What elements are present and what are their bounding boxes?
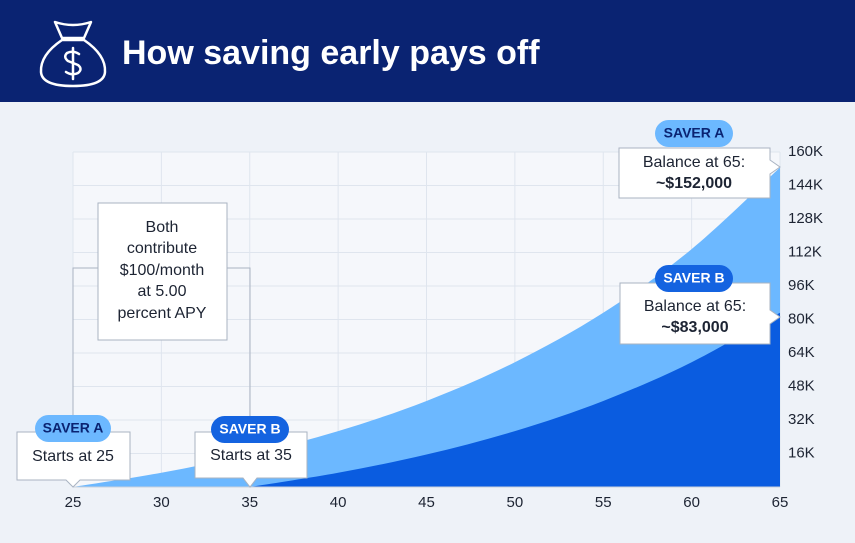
- x-tick-label: 30: [153, 494, 170, 511]
- note-line: $100/month: [120, 262, 205, 279]
- end-a-value: ~$152,000: [656, 175, 732, 192]
- y-tick-label: 96K: [788, 277, 815, 294]
- end-b-text: Balance at 65:: [644, 298, 746, 315]
- note-box: [97, 202, 228, 341]
- y-tick-label: 144K: [788, 176, 823, 193]
- start-b-box: [194, 431, 308, 488]
- badge: [655, 120, 733, 147]
- y-tick-label: 160K: [788, 143, 823, 160]
- chart-title: How saving early pays off: [122, 34, 540, 72]
- badge-text: SAVER B: [219, 421, 280, 437]
- money-bag-icon: [39, 20, 107, 88]
- badge-text: SAVER B: [663, 270, 724, 286]
- y-tick-label: 128K: [788, 210, 823, 227]
- y-tick-label: 48K: [788, 377, 815, 394]
- y-tick-label: 112K: [788, 243, 822, 260]
- note-line: at 5.00: [138, 283, 187, 300]
- badge-text: SAVER A: [43, 420, 104, 436]
- start-a-box: [16, 431, 131, 488]
- badge: [35, 415, 111, 442]
- callouts: Both contribute $100/month at 5.00 perce…: [16, 120, 781, 488]
- end-b-box: [619, 282, 781, 345]
- end-a-text: Balance at 65:: [643, 154, 745, 171]
- end-a-box: [618, 147, 781, 199]
- end-b-value: ~$83,000: [661, 319, 728, 336]
- x-tick-label: 55: [595, 494, 612, 511]
- x-tick-label: 60: [683, 494, 700, 511]
- x-tick-label: 50: [507, 494, 524, 511]
- x-tick-label: 25: [65, 494, 82, 511]
- y-tick-label: 32K: [788, 411, 815, 428]
- y-tick-label: 16K: [788, 444, 815, 461]
- start-a-text: Starts at 25: [32, 448, 114, 465]
- bracket: [72, 267, 251, 432]
- x-tick-label: 65: [772, 494, 789, 511]
- badge: [211, 416, 289, 443]
- badge-text: SAVER A: [664, 125, 725, 141]
- badge: [655, 265, 733, 292]
- note-line: Both: [146, 219, 179, 236]
- header: [0, 0, 855, 102]
- x-tick-label: 35: [241, 494, 258, 511]
- note-line: contribute: [127, 240, 197, 257]
- y-tick-label: 64K: [788, 344, 815, 361]
- y-tick-label: 80K: [788, 310, 815, 327]
- note-line: percent APY: [118, 305, 207, 322]
- start-b-text: Starts at 35: [210, 447, 292, 464]
- x-tick-label: 45: [418, 494, 435, 511]
- x-tick-label: 40: [330, 494, 347, 511]
- area: [249, 312, 780, 487]
